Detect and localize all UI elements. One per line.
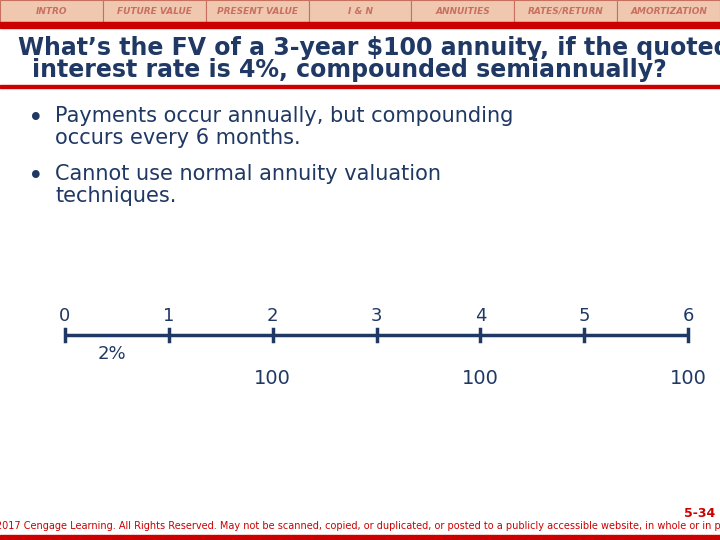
Text: 2%: 2% (97, 345, 126, 363)
Text: I & N: I & N (348, 6, 372, 16)
Text: ANNUITIES: ANNUITIES (436, 6, 490, 16)
Text: Cannot use normal annuity valuation: Cannot use normal annuity valuation (55, 164, 441, 184)
Text: 2: 2 (267, 307, 279, 325)
Bar (411, 0, 514, 22)
Text: 4: 4 (474, 307, 486, 325)
Text: 5-34: 5-34 (684, 507, 715, 520)
Bar (103, 0, 206, 22)
Bar (206, 0, 309, 22)
Text: 1: 1 (163, 307, 174, 325)
Text: •: • (28, 164, 44, 190)
Bar (0, 0, 103, 22)
Text: 100: 100 (670, 369, 706, 388)
Text: interest rate is 4%, compounded semiannually?: interest rate is 4%, compounded semiannu… (32, 58, 667, 82)
Text: INTRO: INTRO (36, 6, 67, 16)
Text: PRESENT VALUE: PRESENT VALUE (217, 6, 297, 16)
Bar (0, 85, 720, 88)
Text: 100: 100 (462, 369, 499, 388)
Text: occurs every 6 months.: occurs every 6 months. (55, 128, 301, 148)
Bar (0, 535, 720, 540)
Bar (617, 0, 720, 22)
Text: •: • (28, 106, 44, 132)
Text: 3: 3 (371, 307, 382, 325)
Text: What’s the FV of a 3-year $100 annuity, if the quoted: What’s the FV of a 3-year $100 annuity, … (18, 36, 720, 60)
Text: AMORTIZATION: AMORTIZATION (630, 6, 707, 16)
Text: 0: 0 (59, 307, 71, 325)
Text: © 2017 Cengage Learning. All Rights Reserved. May not be scanned, copied, or dup: © 2017 Cengage Learning. All Rights Rese… (0, 521, 720, 531)
Bar (0, 22, 720, 28)
Text: Payments occur annually, but compounding: Payments occur annually, but compounding (55, 106, 513, 126)
Text: RATES/RETURN: RATES/RETURN (528, 6, 603, 16)
Text: techniques.: techniques. (55, 186, 176, 206)
Text: FUTURE VALUE: FUTURE VALUE (117, 6, 192, 16)
Text: 6: 6 (683, 307, 693, 325)
Bar (309, 0, 411, 22)
Text: 5: 5 (578, 307, 590, 325)
Text: 100: 100 (254, 369, 291, 388)
Bar (514, 0, 617, 22)
